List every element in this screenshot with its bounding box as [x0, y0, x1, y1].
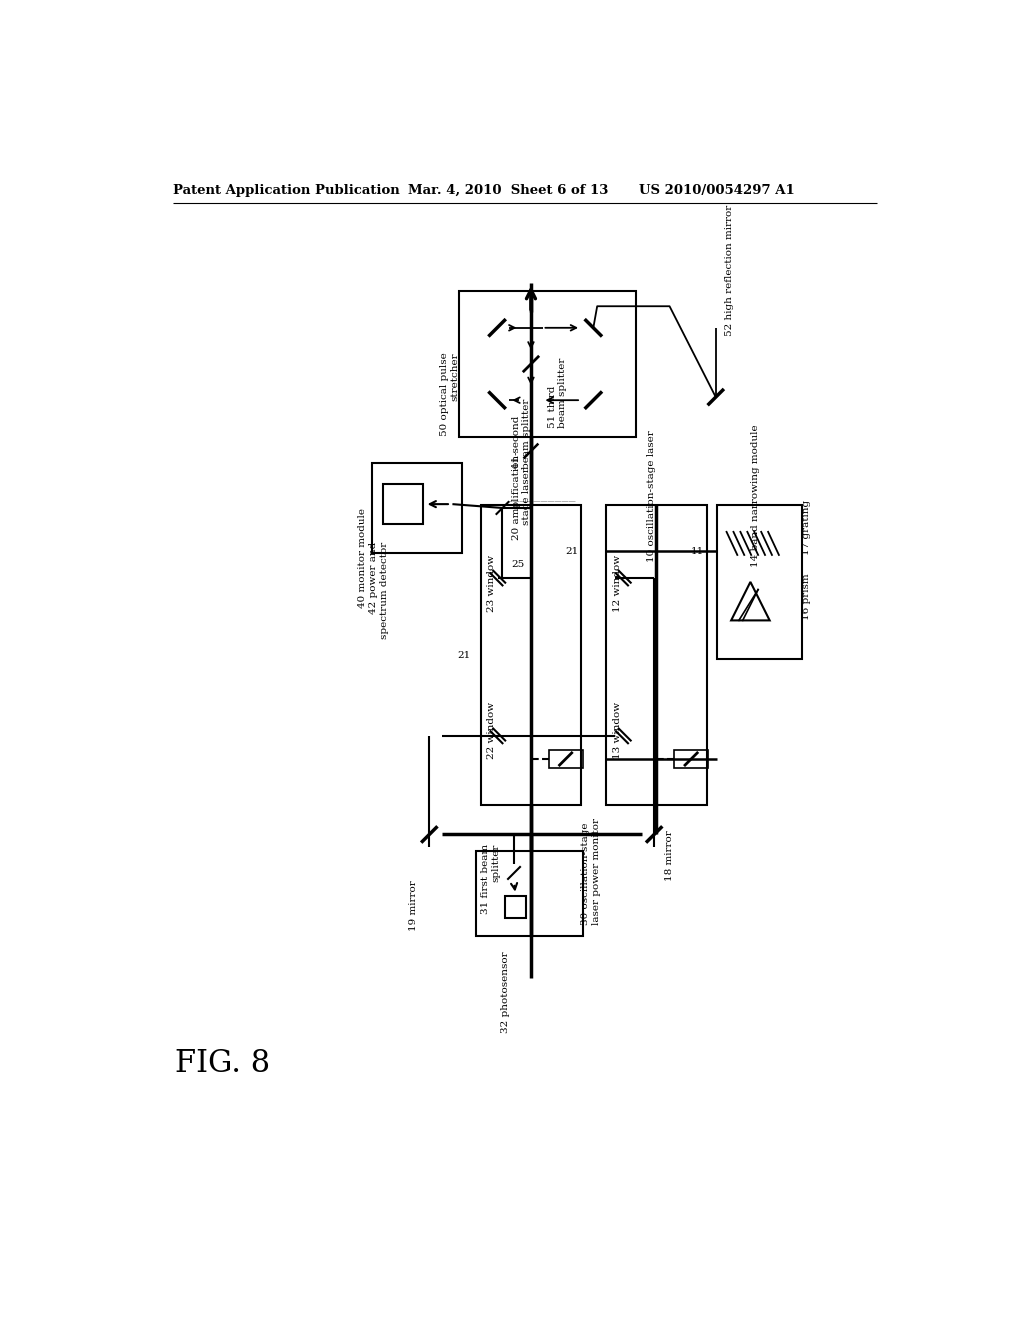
Text: Patent Application Publication: Patent Application Publication — [173, 185, 399, 197]
Text: 52 high reflection mirror: 52 high reflection mirror — [725, 205, 734, 335]
Bar — [475, 851, 584, 936]
Bar — [481, 506, 581, 805]
Text: 11: 11 — [691, 546, 705, 556]
Text: 13 window: 13 window — [612, 702, 622, 759]
Text: 12 window: 12 window — [612, 554, 622, 612]
Bar — [606, 506, 707, 805]
Bar — [674, 750, 708, 768]
Text: 41 second
beam splitter: 41 second beam splitter — [512, 399, 531, 470]
Text: US 2010/0054297 A1: US 2010/0054297 A1 — [639, 185, 795, 197]
Text: 10 oscillation-stage laser: 10 oscillation-stage laser — [647, 430, 656, 561]
Text: Mar. 4, 2010  Sheet 6 of 13: Mar. 4, 2010 Sheet 6 of 13 — [408, 185, 608, 197]
Text: 25: 25 — [512, 560, 525, 569]
Text: 31 first beam
splitter: 31 first beam splitter — [480, 843, 500, 913]
Text: 14 band narrowing module: 14 band narrowing module — [751, 424, 760, 568]
Text: FIG. 8: FIG. 8 — [175, 1048, 270, 1078]
Text: 51 third
beam splitter: 51 third beam splitter — [548, 358, 567, 428]
Text: 20 amplification-
stage laser: 20 amplification- stage laser — [512, 451, 531, 540]
Text: 40 monitor module: 40 monitor module — [357, 508, 367, 609]
Text: 30 oscillation-stage
laser power monitor: 30 oscillation-stage laser power monitor — [582, 817, 601, 924]
Text: 32 photosensor: 32 photosensor — [501, 952, 510, 1034]
Text: 19 mirror: 19 mirror — [410, 880, 419, 932]
Bar — [372, 462, 463, 553]
Text: 23 window: 23 window — [487, 554, 497, 612]
Bar — [549, 750, 583, 768]
Text: 50 optical pulse
stretcher: 50 optical pulse stretcher — [439, 352, 459, 436]
Text: 16 prism: 16 prism — [802, 574, 811, 620]
Bar — [505, 896, 526, 917]
Text: 22 window: 22 window — [487, 702, 497, 759]
Bar — [383, 484, 423, 524]
Bar — [717, 506, 802, 659]
Text: ___________________: ___________________ — [509, 494, 575, 502]
Text: 17 grating: 17 grating — [802, 500, 811, 554]
Text: 21: 21 — [565, 546, 579, 556]
Text: 21: 21 — [458, 651, 471, 660]
Bar — [459, 290, 636, 437]
Text: 42 power and
spectrum detector: 42 power and spectrum detector — [370, 543, 389, 639]
Text: 18 mirror: 18 mirror — [665, 830, 674, 880]
